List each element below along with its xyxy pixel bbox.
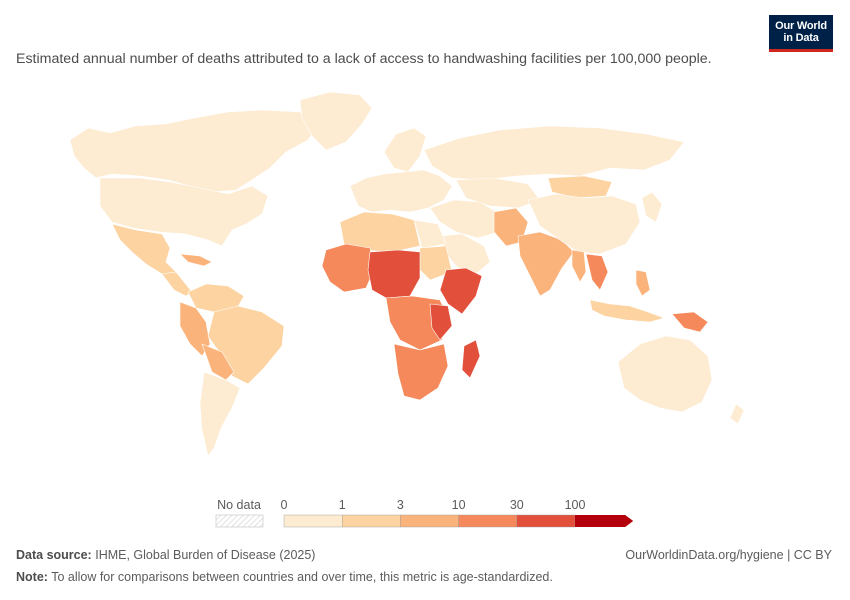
legend-bins: 0 1 3 10 30 100 <box>281 498 634 528</box>
note-label: Note: <box>16 570 48 584</box>
region-india[interactable] <box>517 231 575 297</box>
legend-tick-label-0: 0 <box>281 498 288 512</box>
region-argentina-chile[interactable] <box>199 371 241 457</box>
data-source: Data source: IHME, Global Burden of Dise… <box>16 548 315 562</box>
region-egypt[interactable] <box>413 219 447 249</box>
region-east-africa[interactable] <box>429 303 453 341</box>
region-mongolia[interactable] <box>547 175 613 199</box>
region-horn-of-africa[interactable] <box>439 267 483 315</box>
region-madagascar[interactable] <box>461 339 481 379</box>
region-australia[interactable] <box>617 335 713 413</box>
region-kazakhstan[interactable] <box>455 177 541 209</box>
chart-subtitle: Estimated annual number of deaths attrib… <box>16 51 712 67</box>
data-source-label: Data source: <box>16 548 92 562</box>
legend-swatch-4[interactable] <box>516 514 576 528</box>
region-philippines[interactable] <box>635 269 651 297</box>
region-southern-africa[interactable] <box>393 343 449 401</box>
legend-tick-label-4: 30 <box>510 498 524 512</box>
world-map[interactable] <box>0 80 850 480</box>
region-indonesia[interactable] <box>589 299 665 323</box>
region-korea-japan[interactable] <box>641 191 663 223</box>
legend-tick-label-3: 10 <box>452 498 466 512</box>
region-west-africa[interactable] <box>321 243 375 293</box>
region-colombia-venezuela[interactable] <box>187 283 245 313</box>
legend-no-data-swatch[interactable] <box>215 514 264 528</box>
logo-line-2: in Data <box>783 32 819 44</box>
footnote: Note: To allow for comparisons between c… <box>16 570 553 584</box>
note-text: To allow for comparisons between countri… <box>51 570 553 584</box>
legend-tick-label-2: 3 <box>397 498 404 512</box>
region-europe[interactable] <box>349 169 453 213</box>
logo-line-1: Our World <box>775 20 827 32</box>
legend-no-data-label: No data <box>217 498 261 512</box>
attribution: OurWorldinData.org/hygiene | CC BY <box>625 548 832 562</box>
legend-swatch-3[interactable] <box>458 514 518 528</box>
region-papua-new-guinea[interactable] <box>671 311 709 333</box>
legend-tick-label-1: 1 <box>339 498 346 512</box>
region-se-asia[interactable] <box>585 253 609 291</box>
region-scandinavia[interactable] <box>383 127 427 173</box>
region-myanmar[interactable] <box>571 249 587 283</box>
legend-swatch-1[interactable] <box>342 514 401 528</box>
region-caribbean[interactable] <box>179 253 213 267</box>
legend-tick-label-5: 100 <box>565 498 586 512</box>
region-usa[interactable] <box>99 177 269 247</box>
region-bolivia-paraguay[interactable] <box>201 343 235 381</box>
legend-swatch-open-ended[interactable] <box>575 515 634 527</box>
owid-logo[interactable]: Our World in Data <box>769 15 833 52</box>
legend-swatch-0[interactable] <box>283 514 343 528</box>
region-greenland[interactable] <box>299 91 373 151</box>
region-new-zealand[interactable] <box>729 403 745 425</box>
legend-swatch-2[interactable] <box>400 514 459 528</box>
source-url-link[interactable]: OurWorldinData.org/hygiene | CC BY <box>625 548 832 562</box>
region-china[interactable] <box>527 193 641 255</box>
region-canada-alaska[interactable] <box>69 109 319 193</box>
data-source-text: IHME, Global Burden of Disease (2025) <box>95 548 316 562</box>
